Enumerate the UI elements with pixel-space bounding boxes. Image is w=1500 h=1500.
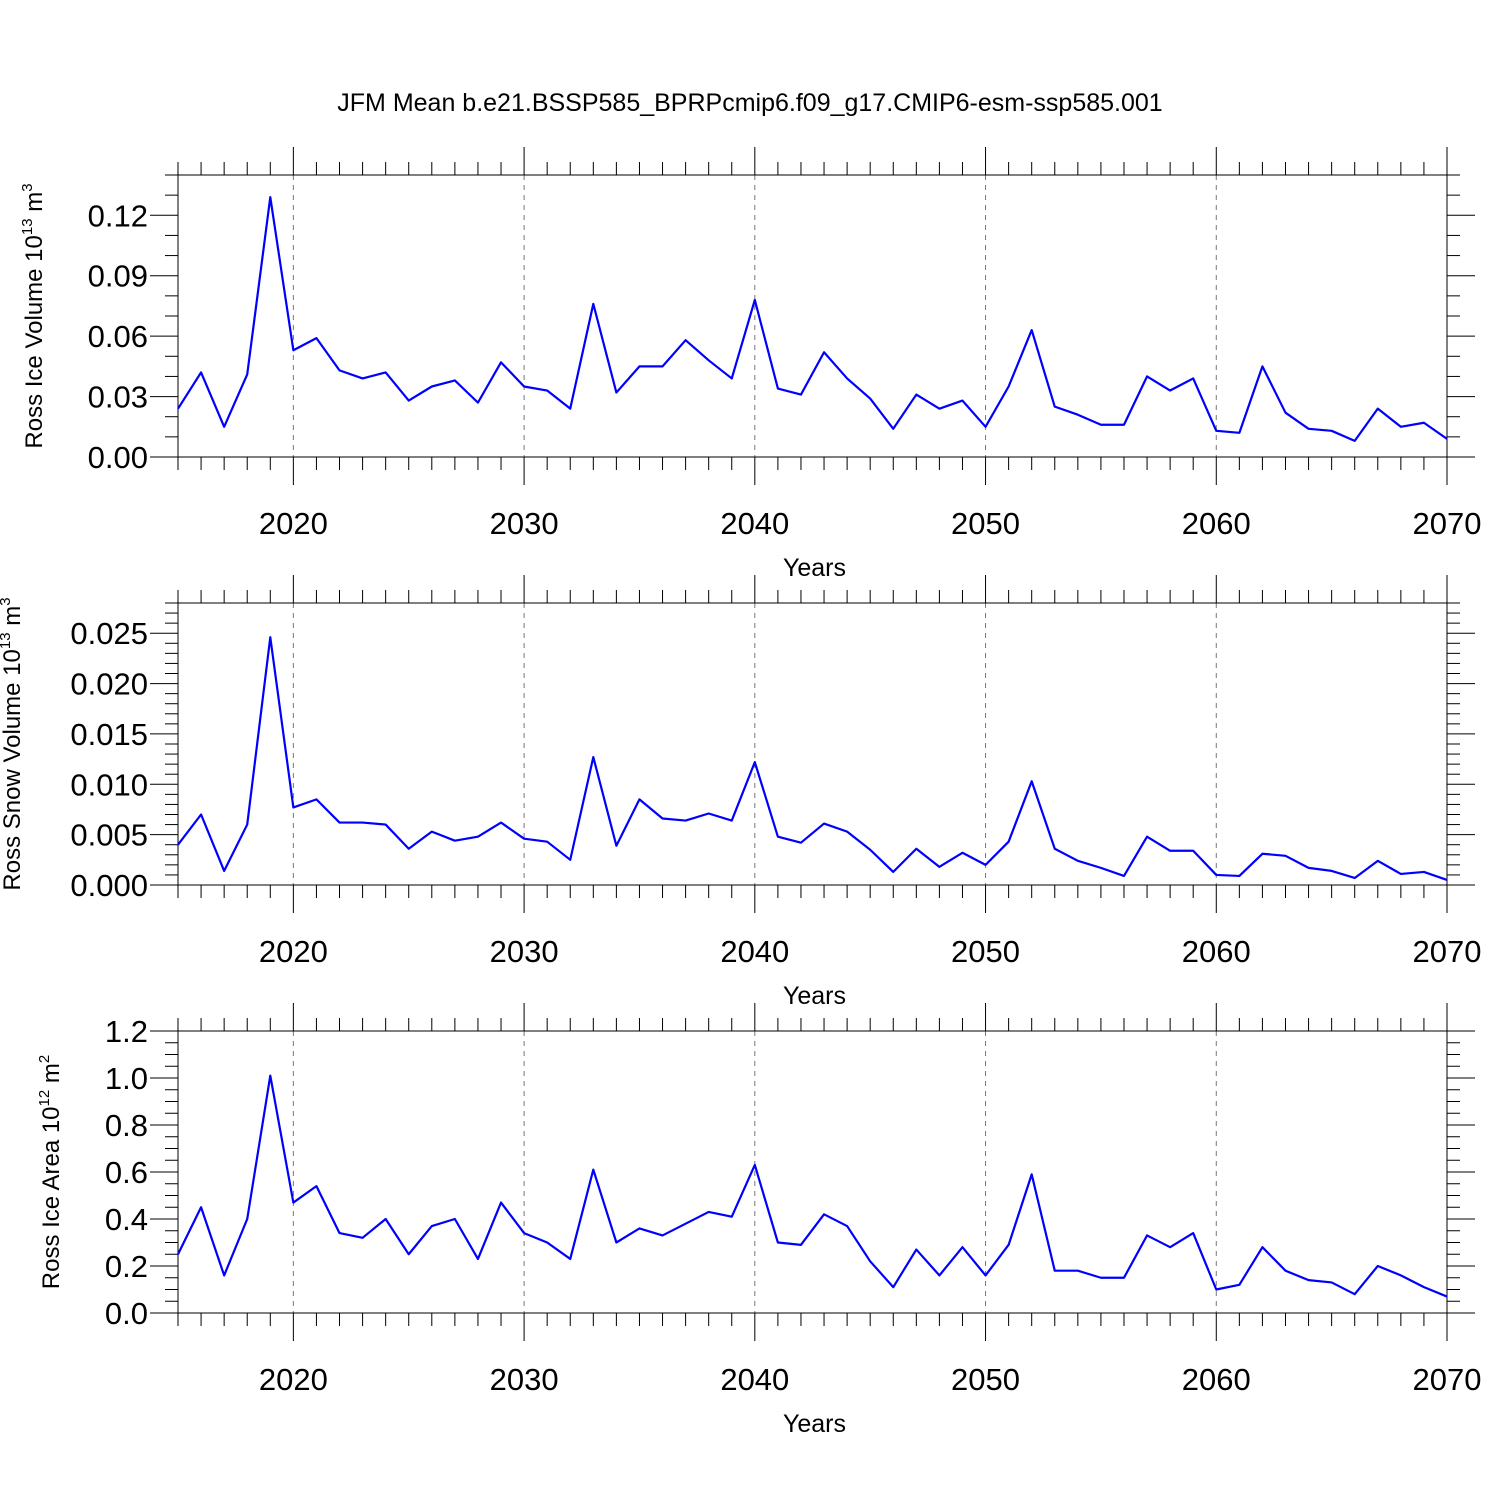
chart1-y-tick-label-3: 0.015 bbox=[70, 717, 148, 752]
chart2-series-line-0 bbox=[177, 1074, 1448, 1298]
chart2-x-tick-label-1: 2030 bbox=[490, 1362, 559, 1397]
chart0-x-tick-label-1: 2030 bbox=[490, 506, 559, 541]
chart1-x-tick-label-4: 2060 bbox=[1182, 934, 1251, 969]
chart1-plot-frame bbox=[177, 602, 1448, 886]
chart2-y-tick-label-3: 0.6 bbox=[105, 1155, 148, 1190]
chart0-x-tick-label-5: 2070 bbox=[1413, 506, 1482, 541]
chart1-y-tick-label-2: 0.010 bbox=[70, 767, 148, 802]
chart1-x-axis-label: Years bbox=[783, 982, 846, 1010]
figure-title: JFM Mean b.e21.BSSP585_BPRPcmip6.f09_g17… bbox=[337, 89, 1162, 117]
chart0-plot-frame bbox=[177, 174, 1448, 458]
chart2-x-tick-label-4: 2060 bbox=[1182, 1362, 1251, 1397]
chart1-x-tick-label-5: 2070 bbox=[1413, 934, 1482, 969]
chart0-series-line-0 bbox=[177, 196, 1448, 442]
chart1-y-tick-label-4: 0.020 bbox=[70, 667, 148, 702]
chart2-y-tick-label-1: 0.2 bbox=[105, 1249, 148, 1284]
chart0-x-tick-label-0: 2020 bbox=[259, 506, 328, 541]
chart2-y-tick-label-0: 0.0 bbox=[105, 1296, 148, 1331]
chart2-plot-frame bbox=[177, 1030, 1448, 1314]
chart2-y-tick-label-6: 1.2 bbox=[105, 1014, 148, 1049]
chart0-y-tick-label-1: 0.03 bbox=[88, 380, 148, 415]
chart1-y-tick-label-0: 0.000 bbox=[70, 868, 148, 903]
chart2-x-tick-label-2: 2040 bbox=[720, 1362, 789, 1397]
chart2-x-tick-label-5: 2070 bbox=[1413, 1362, 1482, 1397]
chart1-x-tick-label-2: 2040 bbox=[720, 934, 789, 969]
chart1-y-axis-label: Ross Snow Volume 1013 m3 bbox=[0, 597, 26, 890]
chart0-x-tick-label-2: 2040 bbox=[720, 506, 789, 541]
panel-ross-ice-volume: 0.00 0.03 0.06 0.09 0.12 2020 2030 2040 2050 2060… bbox=[19, 147, 1481, 582]
chart2-y-axis-label: Ross Ice Area 1012 m2 bbox=[36, 1055, 65, 1289]
chart1-y-tick-label-1: 0.005 bbox=[70, 818, 148, 853]
chart0-x-tick-label-3: 2050 bbox=[951, 506, 1020, 541]
panel-ross-ice-area: 0.0 0.2 0.4 0.6 0.8 1.0 1.2 2020 2030 2040 2050 206… bbox=[36, 1003, 1481, 1438]
chart1-y-tick-label-5: 0.025 bbox=[70, 616, 148, 651]
chart2-y-tick-label-2: 0.4 bbox=[105, 1202, 148, 1237]
chart2-x-axis-label: Years bbox=[783, 1410, 846, 1438]
chart2-x-tick-label-0: 2020 bbox=[259, 1362, 328, 1397]
chart1-series-line-0 bbox=[177, 636, 1448, 881]
chart1-x-tick-label-3: 2050 bbox=[951, 934, 1020, 969]
chart0-y-tick-label-0: 0.00 bbox=[88, 440, 148, 475]
chart2-y-tick-label-5: 1.0 bbox=[105, 1061, 148, 1096]
chart1-x-tick-label-1: 2030 bbox=[490, 934, 559, 969]
chart0-y-axis-label: Ross Ice Volume 1013 m3 bbox=[19, 183, 48, 448]
chart0-y-tick-label-3: 0.09 bbox=[88, 259, 148, 294]
chart0-y-tick-label-2: 0.06 bbox=[88, 319, 148, 354]
chart1-x-tick-label-0: 2020 bbox=[259, 934, 328, 969]
chart0-x-tick-label-4: 2060 bbox=[1182, 506, 1251, 541]
panel-ross-snow-volume: 0.000 0.005 0.010 0.015 0.020 0.025 2020 2030 20… bbox=[0, 575, 1481, 1010]
chart0-x-axis-label: Years bbox=[783, 554, 846, 582]
chart2-y-tick-label-4: 0.8 bbox=[105, 1108, 148, 1143]
chart0-y-tick-label-4: 0.12 bbox=[88, 198, 148, 233]
chart2-x-tick-label-3: 2050 bbox=[951, 1362, 1020, 1397]
